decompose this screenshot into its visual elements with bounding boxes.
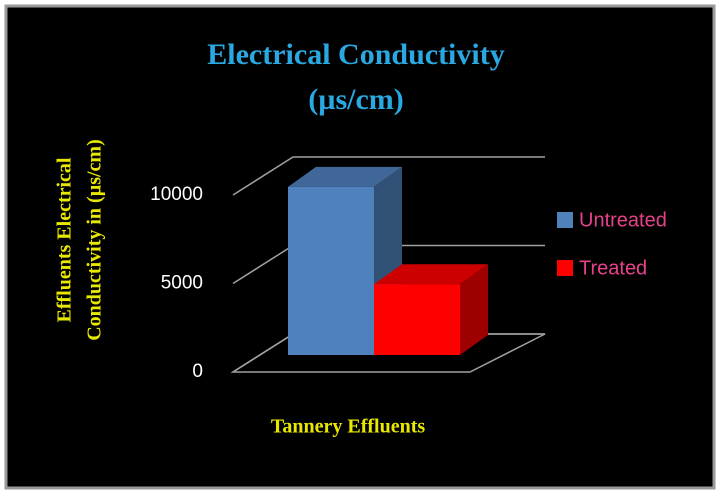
x-axis-label: Tannery Effluents (271, 416, 426, 438)
chart-title: (µs/cm) (308, 83, 404, 116)
y-tick-label: 5000 (161, 273, 203, 294)
y-tick-label: 10000 (150, 184, 203, 205)
bar (374, 284, 460, 355)
bar (288, 186, 374, 355)
y-axis-label: Effluents Electrical (54, 157, 76, 322)
bar-top (288, 166, 402, 187)
y-tick-label: 0 (192, 361, 203, 382)
legend-swatch (557, 212, 573, 228)
bar-top (374, 264, 488, 285)
y-axis-label: Conductivity in (µs/cm) (84, 139, 106, 341)
chart-title: Electrical Conductivity (207, 38, 504, 71)
legend-label: Treated (579, 257, 647, 279)
legend-label: Untreated (579, 209, 667, 231)
floor (230, 333, 546, 373)
legend-swatch (557, 260, 573, 276)
grid-line (232, 156, 545, 196)
bar-side (460, 264, 488, 355)
